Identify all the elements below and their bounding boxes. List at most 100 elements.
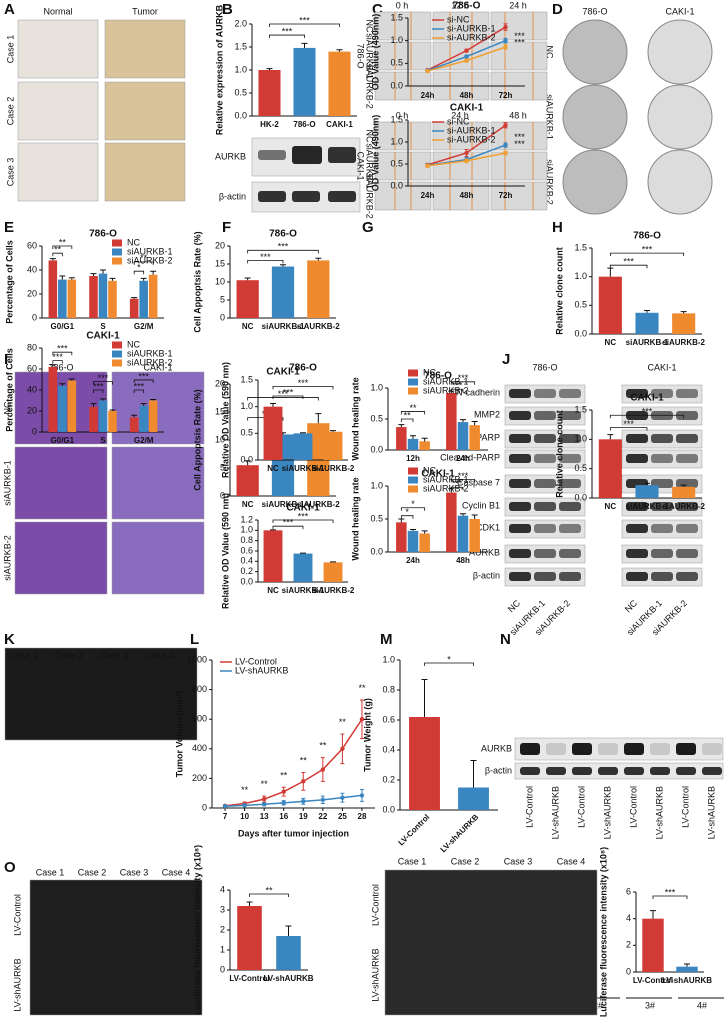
wound-image bbox=[490, 121, 548, 151]
bar bbox=[407, 438, 419, 450]
lane-label: LV-shAURKB bbox=[602, 786, 612, 839]
error-bar bbox=[684, 963, 690, 967]
case-label: Case 4 bbox=[145, 650, 174, 660]
y-axis-label: OD Value (490nm) bbox=[370, 115, 380, 192]
row-label: Case 1 bbox=[5, 35, 15, 64]
error-bar bbox=[300, 552, 306, 554]
legend-swatch bbox=[112, 248, 122, 256]
bar bbox=[98, 273, 108, 318]
bar bbox=[469, 425, 480, 450]
blot-label: PARP bbox=[476, 432, 500, 442]
error-bar bbox=[68, 378, 75, 381]
significance: *** bbox=[514, 132, 525, 142]
error-bar bbox=[100, 398, 106, 401]
significance-bracket bbox=[400, 411, 426, 415]
error-bar bbox=[140, 403, 147, 406]
error-bar bbox=[471, 514, 478, 519]
error-bar bbox=[100, 269, 106, 274]
row-label: NC bbox=[365, 130, 375, 143]
panel-letter: O bbox=[4, 859, 16, 876]
significance: *** bbox=[458, 373, 469, 383]
blot-band bbox=[598, 743, 618, 755]
x-tick-label: LV-Control bbox=[397, 813, 432, 848]
y-tick-label: 2.0 bbox=[234, 18, 247, 28]
blot-band bbox=[559, 502, 581, 511]
significance: * bbox=[447, 654, 451, 664]
significance: ** bbox=[319, 741, 327, 751]
blot-band bbox=[509, 454, 531, 463]
blot-band bbox=[328, 147, 356, 163]
x-tick-label: 19 bbox=[299, 812, 308, 821]
blot-band bbox=[559, 572, 581, 581]
significance: *** bbox=[298, 378, 309, 388]
error-bar bbox=[644, 482, 650, 486]
blot-band bbox=[650, 767, 670, 775]
y-tick-label: 800 bbox=[192, 684, 207, 694]
legend-label: NC bbox=[127, 237, 140, 247]
blot-band bbox=[651, 434, 673, 443]
x-tick-label: 22 bbox=[318, 812, 327, 821]
x-tick-label: siAURKB-1 bbox=[626, 338, 669, 347]
blot-band bbox=[624, 767, 644, 775]
error-bar bbox=[315, 413, 322, 424]
significance: ** bbox=[358, 683, 366, 693]
x-tick-label: NC bbox=[242, 322, 254, 331]
error-bar bbox=[421, 437, 428, 442]
y-tick-label: 1.0 bbox=[240, 401, 253, 411]
blot-band bbox=[534, 572, 556, 581]
case-label: Case 4 bbox=[557, 856, 586, 866]
significance-bracket bbox=[52, 351, 73, 356]
blot-band bbox=[509, 549, 531, 558]
panel-letter: N bbox=[500, 631, 511, 648]
y-tick-label: 0.5 bbox=[390, 58, 403, 68]
blot-band bbox=[559, 434, 581, 443]
blot-band bbox=[509, 479, 531, 488]
error-bar bbox=[90, 273, 97, 276]
bar bbox=[108, 280, 117, 318]
blot-band bbox=[559, 479, 581, 488]
error-bar bbox=[285, 925, 292, 936]
bar bbox=[263, 530, 283, 582]
y-axis-label: Relative OD Value (590 nm) bbox=[220, 493, 230, 609]
point bbox=[464, 150, 469, 156]
blot-band bbox=[509, 434, 531, 443]
bar bbox=[598, 439, 622, 498]
blot-band bbox=[651, 524, 673, 533]
y-tick-label: 0.0 bbox=[574, 492, 587, 502]
wound-image bbox=[374, 181, 432, 211]
x-tick-label: LV-Control bbox=[633, 976, 673, 985]
significance: ** bbox=[265, 885, 273, 895]
colony-plate bbox=[562, 19, 628, 85]
bar bbox=[642, 918, 664, 972]
y-tick-label: 0.0 bbox=[234, 110, 247, 120]
blot-label: β-actin bbox=[219, 191, 246, 201]
blot-label: β-actin bbox=[485, 765, 512, 775]
bar bbox=[58, 385, 67, 432]
error-bar bbox=[410, 529, 416, 531]
legend-swatch bbox=[408, 476, 418, 484]
bar bbox=[236, 465, 259, 496]
y-tick-label: 1.0 bbox=[390, 35, 403, 45]
y-tick-label: 1.0 bbox=[234, 64, 247, 74]
point bbox=[320, 767, 326, 772]
point bbox=[320, 797, 326, 803]
y-tick-label: 0 bbox=[220, 490, 225, 500]
bar bbox=[293, 553, 313, 582]
error-bar bbox=[49, 364, 56, 367]
case-label: Case 3 bbox=[120, 867, 149, 877]
blot-band bbox=[676, 389, 698, 398]
x-tick-label: NC bbox=[267, 586, 279, 595]
x-tick-label: NC bbox=[605, 338, 617, 347]
x-tick-label: siAURKB-1 bbox=[262, 500, 305, 509]
blot-band bbox=[534, 411, 556, 420]
blot-band bbox=[676, 743, 696, 755]
y-axis-label: Wound healing rate bbox=[350, 377, 360, 460]
y-tick-label: 15 bbox=[215, 406, 225, 416]
legend-label: NC bbox=[423, 367, 436, 377]
significance: *** bbox=[458, 471, 469, 481]
y-tick-label: 0 bbox=[220, 964, 225, 974]
y-tick-label: 0.0 bbox=[370, 546, 383, 556]
chart-title: 786-O bbox=[633, 231, 661, 242]
y-tick-label: 400 bbox=[192, 743, 207, 753]
significance-bracket bbox=[133, 379, 154, 383]
